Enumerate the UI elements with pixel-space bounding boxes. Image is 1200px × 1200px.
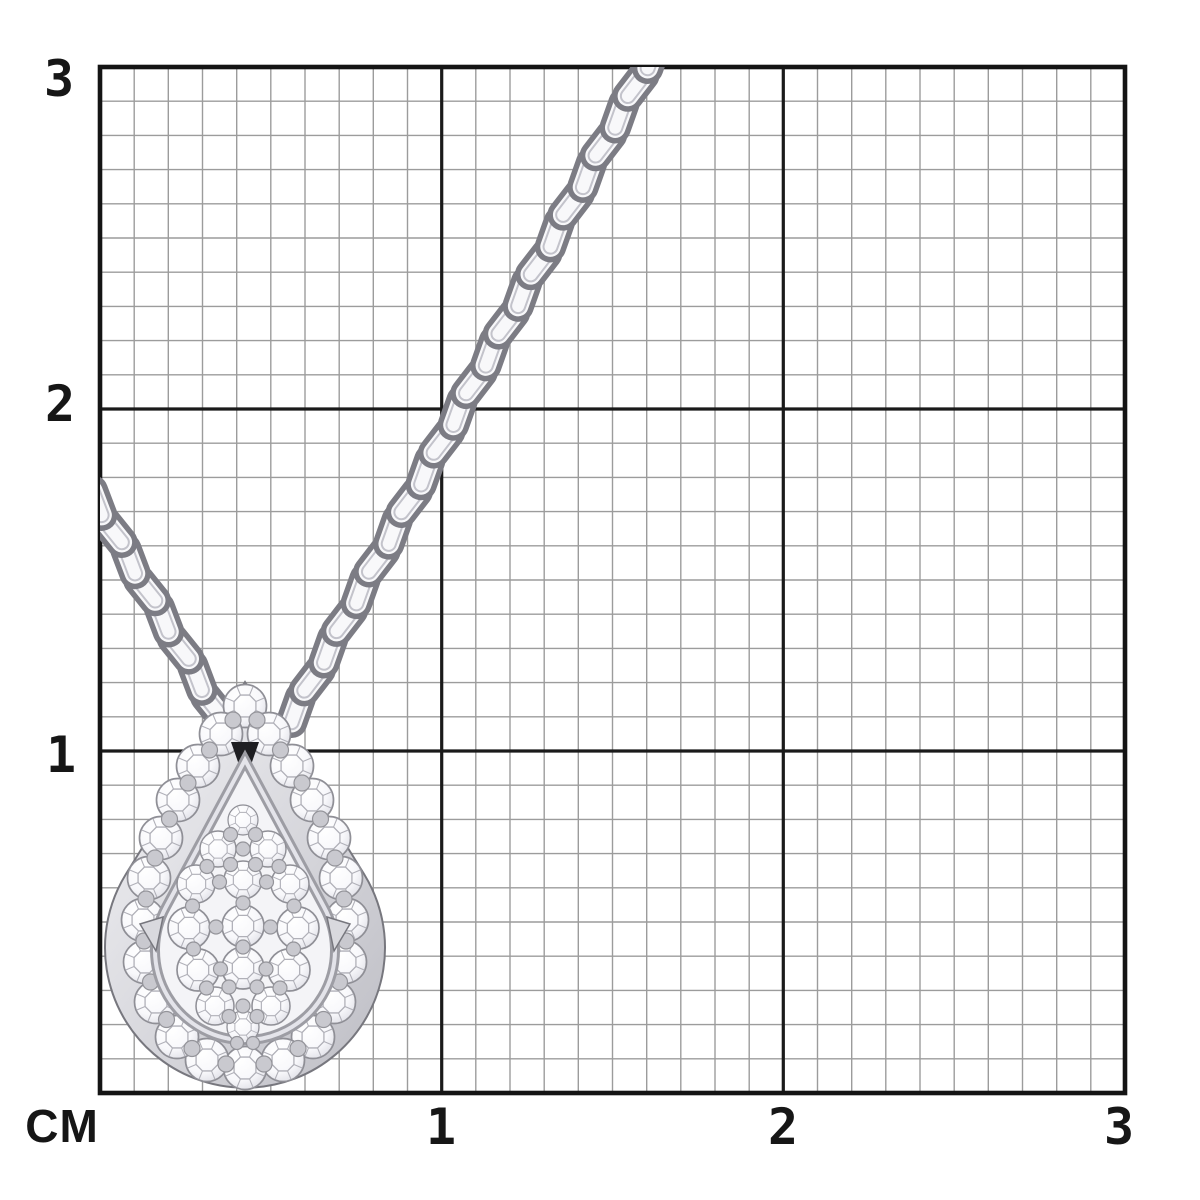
side-prong-right (326, 915, 352, 954)
chain-right-segment (275, 67, 673, 738)
x-axis-tick-label-3: 3 (1103, 1098, 1135, 1156)
side-prong-left (138, 915, 164, 954)
unit-label-cm: CM (25, 1100, 99, 1152)
necklace-chain (100, 67, 673, 738)
grid-border (97, 64, 1128, 1096)
grid-major-cm-lines (100, 67, 1125, 1093)
y-axis-tick-label-2: 2 (44, 375, 76, 433)
chain-left-segment (100, 475, 238, 733)
cluster-prong-beads (184, 826, 302, 1025)
pear-halo-pendant (104, 680, 386, 1091)
y-axis-tick-label-1: 1 (45, 726, 77, 784)
x-axis-tick-label-2: 2 (767, 1098, 799, 1156)
x-axis-tick-label-1: 1 (425, 1098, 457, 1156)
cm-grid (97, 64, 1128, 1096)
y-axis-tick-label-3: 3 (43, 50, 75, 108)
